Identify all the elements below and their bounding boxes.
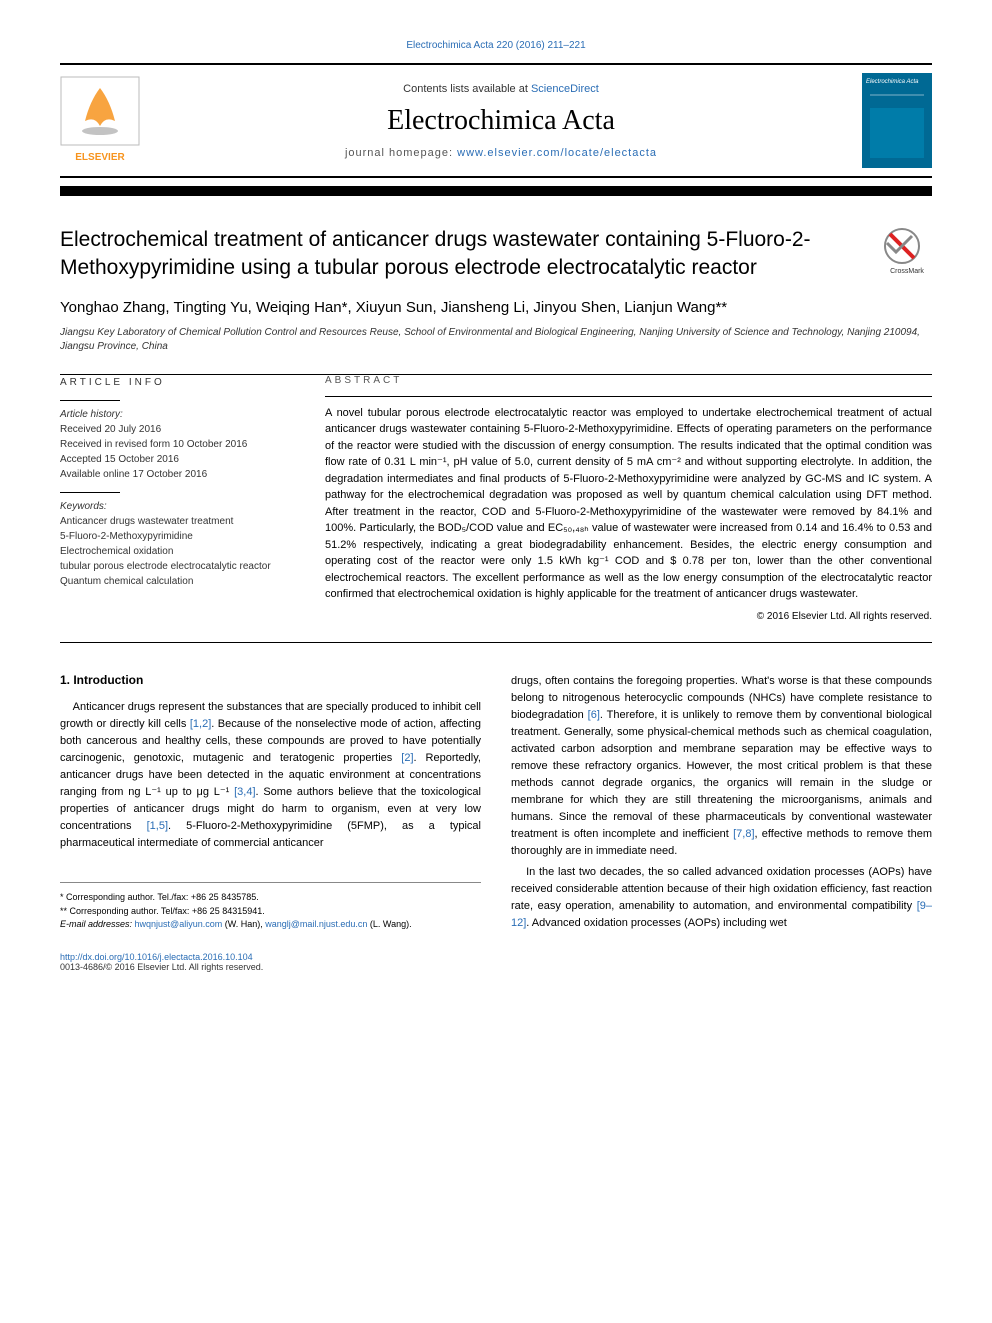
section-title: 1. Introduction (60, 673, 481, 687)
email-link[interactable]: wanglj@mail.njust.edu.cn (265, 919, 367, 929)
abstract-heading: ABSTRACT (325, 375, 932, 386)
divider (60, 642, 932, 643)
text: . Advanced oxidation processes (AOPs) in… (526, 917, 786, 929)
text: (L. Wang). (367, 919, 411, 929)
keyword: tubular porous electrode electrocatalyti… (60, 559, 295, 574)
author-list: Yonghao Zhang, Tingting Yu, Weiqing Han*… (60, 299, 932, 316)
doi-link[interactable]: http://dx.doi.org/10.1016/j.electacta.20… (60, 952, 253, 962)
homepage-prefix: journal homepage: (345, 147, 457, 159)
received-date: Received 20 July 2016 (60, 422, 295, 437)
keyword: Electrochemical oxidation (60, 544, 295, 559)
issn-copyright: 0013-4686/© 2016 Elsevier Ltd. All right… (60, 962, 481, 972)
page-footer: http://dx.doi.org/10.1016/j.electacta.20… (60, 952, 481, 972)
article-title: Electrochemical treatment of anticancer … (60, 226, 882, 283)
ref-link[interactable]: [7,8] (733, 828, 754, 840)
divider (60, 492, 120, 493)
contents-line: Contents lists available at ScienceDirec… (160, 83, 842, 95)
article-info-heading: ARTICLE INFO (60, 375, 295, 390)
journal-cover: Electrochimica Acta (862, 73, 932, 168)
header-black-bar (60, 186, 932, 196)
footnotes: * Corresponding author. Tel./fax: +86 25… (60, 882, 481, 932)
keywords-label: Keywords: (60, 499, 295, 514)
keyword: Anticancer drugs wastewater treatment (60, 514, 295, 529)
header-bar: ELSEVIER Contents lists available at Sci… (60, 63, 932, 178)
header-center: Contents lists available at ScienceDirec… (160, 83, 842, 159)
abstract-block: ABSTRACT A novel tubular porous electrod… (325, 375, 932, 622)
crossmark-label: CrossMark (890, 268, 924, 275)
revised-date: Received in revised form 10 October 2016 (60, 437, 295, 452)
homepage-link[interactable]: www.elsevier.com/locate/electacta (457, 147, 657, 159)
divider (325, 396, 932, 397)
email-link[interactable]: hwqnjust@aliyun.com (135, 919, 223, 929)
email-label: E-mail addresses: (60, 919, 135, 929)
keyword: Quantum chemical calculation (60, 574, 295, 589)
citation-link[interactable]: Electrochimica Acta 220 (2016) 211–221 (60, 40, 932, 51)
crossmark-badge[interactable]: CrossMark (882, 226, 932, 276)
paragraph: drugs, often contains the foregoing prop… (511, 673, 932, 861)
journal-homepage: journal homepage: www.elsevier.com/locat… (160, 147, 842, 159)
left-column: 1. Introduction Anticancer drugs represe… (60, 673, 481, 972)
online-date: Available online 17 October 2016 (60, 467, 295, 482)
article-info-sidebar: ARTICLE INFO Article history: Received 2… (60, 375, 295, 622)
history-label: Article history: (60, 407, 295, 422)
corresponding-author-1: * Corresponding author. Tel./fax: +86 25… (60, 891, 481, 905)
divider (60, 400, 120, 401)
ref-link[interactable]: [1,5] (147, 820, 168, 832)
abstract-copyright: © 2016 Elsevier Ltd. All rights reserved… (325, 611, 932, 622)
ref-link[interactable]: [2] (401, 752, 413, 764)
paragraph: Anticancer drugs represent the substance… (60, 699, 481, 852)
keyword: 5-Fluoro-2-Methoxypyrimidine (60, 529, 295, 544)
text: . Therefore, it is unlikely to remove th… (511, 709, 932, 840)
ref-link[interactable]: [1,2] (190, 718, 211, 730)
svg-text:ELSEVIER: ELSEVIER (75, 152, 125, 163)
abstract-text: A novel tubular porous electrode electro… (325, 405, 932, 603)
email-line: E-mail addresses: hwqnjust@aliyun.com (W… (60, 918, 481, 932)
journal-name: Electrochimica Acta (160, 105, 842, 137)
sciencedirect-link[interactable]: ScienceDirect (531, 83, 599, 95)
affiliation: Jiangsu Key Laboratory of Chemical Pollu… (60, 326, 932, 354)
elsevier-logo: ELSEVIER (60, 76, 140, 166)
text: (W. Han), (222, 919, 265, 929)
ref-link[interactable]: [6] (588, 709, 600, 721)
paragraph: In the last two decades, the so called a… (511, 864, 932, 932)
corresponding-author-2: ** Corresponding author. Tel/fax: +86 25… (60, 905, 481, 919)
contents-prefix: Contents lists available at (403, 83, 531, 95)
right-column: drugs, often contains the foregoing prop… (511, 673, 932, 972)
accepted-date: Accepted 15 October 2016 (60, 452, 295, 467)
text: In the last two decades, the so called a… (511, 866, 932, 912)
ref-link[interactable]: [3,4] (234, 786, 255, 798)
